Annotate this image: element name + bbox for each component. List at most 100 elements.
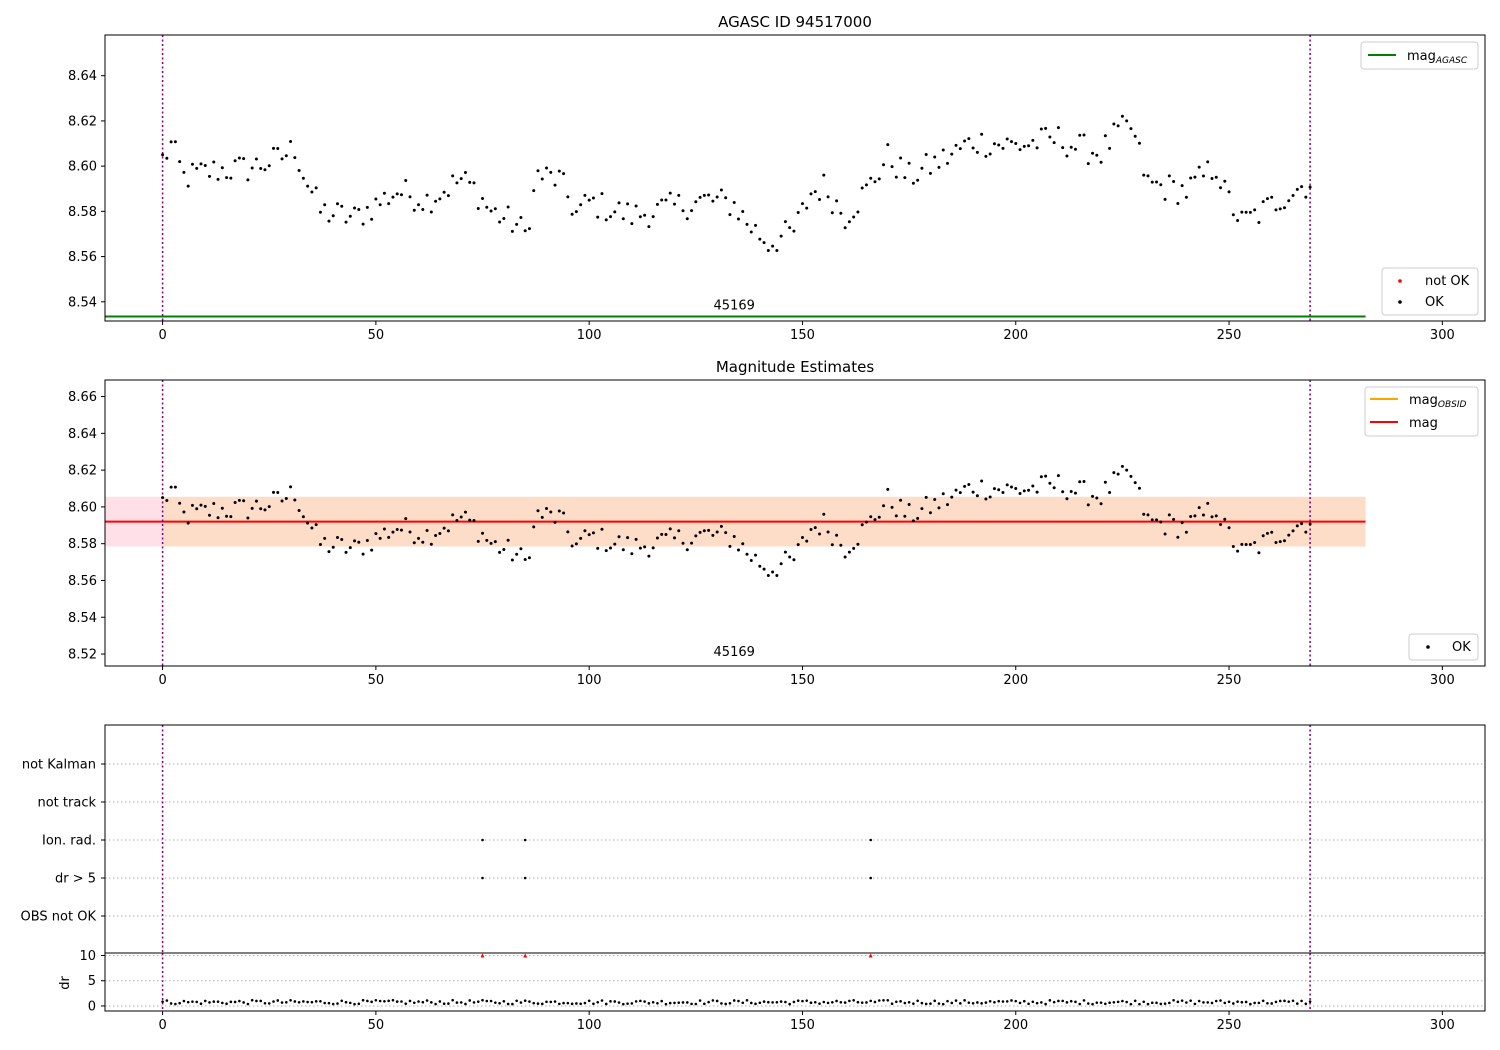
- p1-point: [1240, 210, 1244, 214]
- p2-point: [745, 552, 749, 556]
- p2-point: [1146, 513, 1150, 517]
- panel-magnitude-legend-top: magOBSID mag: [1364, 386, 1479, 437]
- p2-point: [681, 541, 685, 545]
- p1-point: [762, 241, 766, 245]
- dr-point: [647, 1002, 651, 1005]
- panel-magnitude-title: Magnitude Estimates: [716, 358, 874, 376]
- p1-point: [476, 206, 480, 210]
- p2-point: [690, 541, 694, 545]
- p3-xtick-label: 100: [577, 1018, 602, 1033]
- p2-point: [161, 496, 165, 500]
- p1-point: [562, 172, 566, 176]
- p2-point: [1236, 549, 1240, 553]
- p2-point: [310, 526, 314, 530]
- p2-point: [788, 555, 792, 559]
- p1-point: [178, 160, 182, 164]
- legend-not-ok: not OK: [1425, 274, 1470, 289]
- p2-point: [1133, 481, 1137, 485]
- p2-point: [1116, 472, 1120, 476]
- dr-point: [720, 1002, 723, 1005]
- p2-point: [963, 484, 967, 488]
- p2-point: [1014, 487, 1018, 491]
- dr-point: [869, 999, 873, 1003]
- p1-xtick-label: 0: [158, 328, 166, 343]
- dr-point: [310, 1000, 314, 1004]
- dr-point: [664, 1002, 668, 1006]
- p2-point: [1210, 515, 1214, 519]
- p2-point: [596, 546, 600, 550]
- p1-xtick-label: 100: [577, 328, 602, 343]
- p2-point: [869, 515, 873, 519]
- dr-point: [1304, 1002, 1308, 1006]
- p1-point: [280, 157, 284, 161]
- dr-point: [438, 1000, 442, 1003]
- dr-point: [472, 1001, 476, 1004]
- dr-point: [1155, 1001, 1158, 1005]
- p2-point: [1240, 542, 1244, 546]
- dr-point: [941, 1002, 945, 1006]
- p1-point: [429, 210, 433, 214]
- p2-point: [1206, 501, 1210, 505]
- p1-point: [340, 204, 344, 208]
- p2-point: [1197, 506, 1201, 510]
- p1-point: [732, 201, 736, 205]
- dr-point: [1035, 1001, 1039, 1005]
- p2-point: [1193, 514, 1197, 518]
- p2-point: [412, 541, 416, 545]
- dr-point: [1099, 1001, 1103, 1004]
- p2-point: [694, 534, 698, 538]
- p1-point: [869, 176, 873, 180]
- p2-point: [830, 543, 834, 547]
- p1-point: [220, 166, 224, 170]
- p1-point: [515, 222, 519, 226]
- dr-point: [801, 999, 804, 1003]
- p2-point: [353, 539, 357, 543]
- p1-point: [242, 157, 246, 161]
- p1-point: [835, 199, 839, 203]
- p2-point: [984, 497, 988, 501]
- dr-point: [502, 999, 506, 1003]
- p2-point: [856, 542, 860, 546]
- p1-point: [736, 217, 740, 221]
- panel-agasc: AGASC ID 94517000 45169 8.54 8.56 8.58 8.60…: [68, 13, 1486, 343]
- p2-point: [1069, 490, 1073, 494]
- p1-point: [344, 220, 348, 224]
- p2-point: [1091, 494, 1095, 498]
- dr-point: [895, 1000, 898, 1004]
- p2-point: [749, 558, 753, 562]
- p2-point: [1129, 474, 1133, 478]
- dr-point: [715, 999, 719, 1003]
- p1-point: [655, 202, 659, 206]
- p1-point: [1116, 124, 1120, 128]
- p1-ytick-label: 8.58: [68, 205, 97, 220]
- p1-point: [783, 220, 787, 224]
- dr-point: [1086, 1002, 1090, 1005]
- p1-point: [186, 184, 190, 188]
- p1-point: [600, 192, 604, 196]
- p2-point: [613, 542, 617, 546]
- p1-point: [1035, 146, 1039, 150]
- dr-point: [1014, 999, 1018, 1003]
- dr-axis-label: dr: [58, 976, 73, 990]
- p2-point: [1125, 468, 1129, 472]
- p2-point: [660, 532, 664, 536]
- p2-point: [1278, 540, 1282, 544]
- dr-point: [391, 998, 395, 1002]
- dr-point: [596, 1000, 600, 1004]
- p2-point: [672, 536, 676, 540]
- p2-point: [1257, 551, 1261, 555]
- p1-point: [813, 190, 817, 194]
- p1-point: [289, 139, 293, 143]
- dr-point: [233, 1000, 237, 1004]
- p2-point: [591, 531, 595, 535]
- dr-point: [1210, 1001, 1214, 1005]
- dr-point: [515, 999, 518, 1003]
- p1-ytick-label: 8.62: [68, 114, 97, 129]
- p2-point: [1108, 491, 1112, 495]
- p2-point: [523, 557, 527, 561]
- p2-point: [459, 515, 463, 519]
- p1-point: [1189, 176, 1193, 180]
- p1-point: [519, 215, 523, 219]
- p2-point: [707, 528, 711, 532]
- p2-point: [463, 510, 467, 514]
